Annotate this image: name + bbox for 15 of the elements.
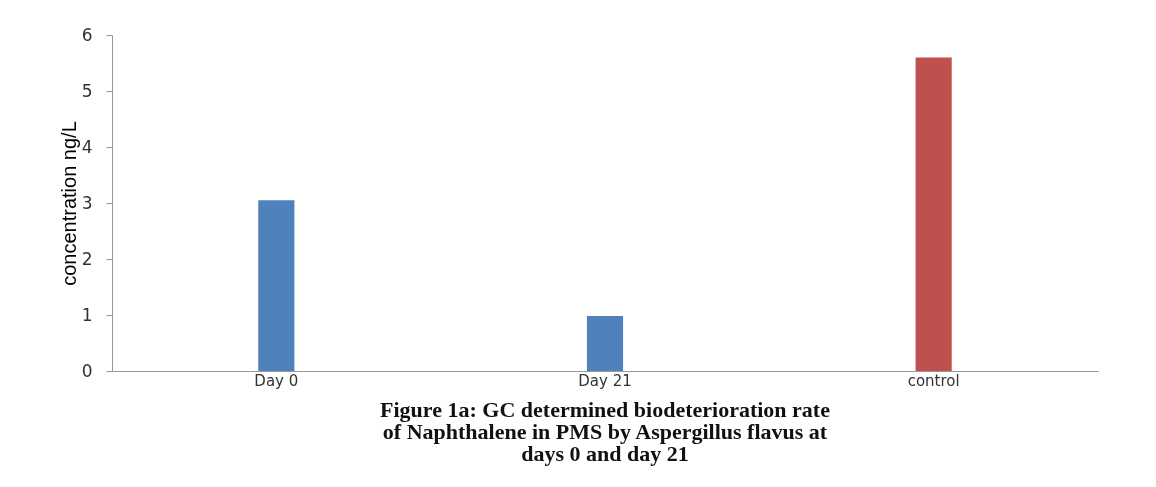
x-tick-label: Day 0 bbox=[254, 371, 299, 390]
y-tick-label: 0 bbox=[81, 360, 93, 381]
y-tick-label: 3 bbox=[81, 192, 93, 213]
bar bbox=[586, 316, 624, 371]
x-tick-label: control bbox=[907, 371, 960, 390]
y-tick-label: 6 bbox=[81, 24, 93, 45]
y-tick-label: 4 bbox=[81, 136, 93, 157]
y-tick-label: 5 bbox=[81, 80, 93, 101]
bar bbox=[258, 200, 295, 371]
y-tick-label: 2 bbox=[81, 248, 93, 269]
x-tick-label: Day 21 bbox=[578, 371, 632, 390]
y-axis-title: concentration ng/L bbox=[57, 121, 80, 286]
y-tick-label: 1 bbox=[81, 304, 93, 325]
bar bbox=[915, 57, 952, 371]
text: Figure 1a: GC determined biodeterioration rate of Naphthalene in PMS by Aspergillus flavus at days 0 and day 21 bbox=[380, 397, 831, 466]
